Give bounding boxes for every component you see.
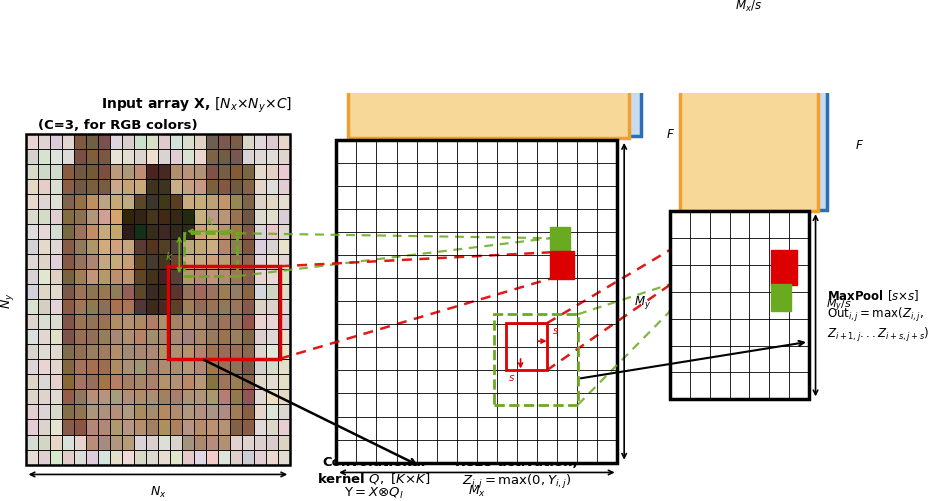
- Bar: [680, 24, 818, 211]
- Text: ReLU activation,: ReLU activation,: [455, 455, 578, 468]
- Bar: [360, 0, 641, 137]
- Text: $N_x$: $N_x$: [150, 484, 166, 499]
- Text: (C=3, for RGB colors): (C=3, for RGB colors): [38, 119, 198, 132]
- Text: $F$: $F$: [666, 128, 675, 141]
- Bar: [771, 285, 791, 311]
- Text: Input array X, $[N_x{\times}N_y{\times}C]$: Input array X, $[N_x{\times}N_y{\times}C…: [101, 95, 293, 115]
- Text: MaxPool $[s{\times}s]$: MaxPool $[s{\times}s]$: [827, 288, 920, 302]
- Bar: [550, 252, 574, 279]
- Bar: [337, 141, 617, 462]
- Text: convolutions: convolutions: [706, 119, 806, 133]
- Text: kernel $Q,\ [K{\times}K]$: kernel $Q,\ [K{\times}K]$: [318, 470, 431, 485]
- Bar: [550, 227, 570, 250]
- Bar: [771, 250, 798, 285]
- Text: $N_y$: $N_y$: [0, 292, 16, 308]
- Text: $M_x/s$: $M_x/s$: [735, 0, 762, 14]
- Text: $s$: $s$: [509, 372, 515, 382]
- Text: $[M_x{\times}M_y{\times}F]$: $[M_x{\times}M_y{\times}F]$: [389, 121, 476, 142]
- Text: Convolutions Y,: Convolutions Y,: [367, 95, 498, 110]
- Text: $M_y/s$: $M_y/s$: [826, 298, 852, 314]
- Text: $M_y$: $M_y$: [634, 293, 652, 310]
- Text: Subsampled: Subsampled: [708, 95, 804, 109]
- Text: $Z_{i+1,j}... Z_{i+s,j+s})$: $Z_{i+1,j}... Z_{i+s,j+s})$: [827, 325, 929, 343]
- Bar: [689, 23, 827, 210]
- Text: $k$: $k$: [165, 249, 174, 261]
- Bar: [25, 135, 290, 464]
- Bar: [670, 212, 809, 399]
- Text: $\mathrm{Out}_{i,j} = \max(Z_{i,j},$: $\mathrm{Out}_{i,j} = \max(Z_{i,j},$: [827, 306, 925, 324]
- Text: $F$: $F$: [855, 139, 864, 152]
- Bar: [184, 234, 237, 277]
- Text: $M_x$: $M_x$: [468, 483, 486, 498]
- Text: $k$: $k$: [207, 215, 215, 226]
- Text: Convolutional: Convolutional: [323, 455, 425, 468]
- Bar: [494, 315, 578, 405]
- Bar: [507, 324, 547, 370]
- Bar: [25, 135, 290, 464]
- Bar: [348, 0, 629, 139]
- Text: $Z_{i,j} = \max(0, Y_{i,j})$: $Z_{i,j} = \max(0, Y_{i,j})$: [462, 472, 571, 490]
- Text: $\mathrm{Y} = X{\otimes}Q_l$: $\mathrm{Y} = X{\otimes}Q_l$: [344, 485, 404, 500]
- Text: $s$: $s$: [552, 326, 559, 336]
- Bar: [168, 267, 280, 359]
